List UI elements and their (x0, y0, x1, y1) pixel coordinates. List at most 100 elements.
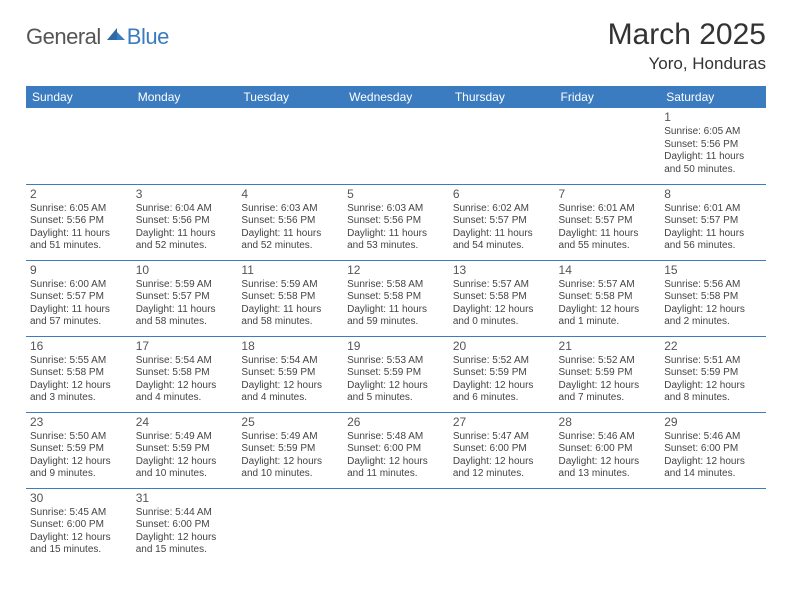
sunset-text: Sunset: 6:00 PM (30, 519, 128, 532)
day-number: 5 (347, 187, 445, 202)
day-number: 26 (347, 415, 445, 430)
calendar-cell: 17Sunrise: 5:54 AMSunset: 5:58 PMDayligh… (132, 336, 238, 412)
day-number: 16 (30, 339, 128, 354)
sunrise-text: Sunrise: 6:03 AM (347, 203, 445, 216)
calendar-cell (343, 488, 449, 564)
sunrise-text: Sunrise: 6:00 AM (30, 279, 128, 292)
calendar-cell (449, 488, 555, 564)
sunset-text: Sunset: 6:00 PM (664, 443, 762, 456)
daylight-text: Daylight: 12 hours and 4 minutes. (136, 380, 234, 405)
sunset-text: Sunset: 5:58 PM (241, 291, 339, 304)
daylight-text: Daylight: 12 hours and 6 minutes. (453, 380, 551, 405)
calendar-cell: 11Sunrise: 5:59 AMSunset: 5:58 PMDayligh… (237, 260, 343, 336)
calendar-cell (449, 108, 555, 184)
calendar-cell (26, 108, 132, 184)
sunset-text: Sunset: 5:59 PM (559, 367, 657, 380)
daylight-text: Daylight: 12 hours and 14 minutes. (664, 456, 762, 481)
calendar-cell: 9Sunrise: 6:00 AMSunset: 5:57 PMDaylight… (26, 260, 132, 336)
calendar-body: 1Sunrise: 6:05 AMSunset: 5:56 PMDaylight… (26, 108, 766, 564)
day-number: 13 (453, 263, 551, 278)
calendar-cell: 21Sunrise: 5:52 AMSunset: 5:59 PMDayligh… (555, 336, 661, 412)
calendar-cell: 23Sunrise: 5:50 AMSunset: 5:59 PMDayligh… (26, 412, 132, 488)
daylight-text: Daylight: 12 hours and 2 minutes. (664, 304, 762, 329)
sunset-text: Sunset: 5:56 PM (241, 215, 339, 228)
day-number: 12 (347, 263, 445, 278)
day-number: 29 (664, 415, 762, 430)
calendar-cell (555, 488, 661, 564)
sunset-text: Sunset: 6:00 PM (347, 443, 445, 456)
sunset-text: Sunset: 5:59 PM (453, 367, 551, 380)
calendar-week-row: 23Sunrise: 5:50 AMSunset: 5:59 PMDayligh… (26, 412, 766, 488)
sunset-text: Sunset: 5:58 PM (559, 291, 657, 304)
daylight-text: Daylight: 12 hours and 15 minutes. (136, 532, 234, 557)
sunset-text: Sunset: 6:00 PM (136, 519, 234, 532)
logo: General Blue (26, 24, 169, 50)
calendar-cell: 27Sunrise: 5:47 AMSunset: 6:00 PMDayligh… (449, 412, 555, 488)
sunset-text: Sunset: 5:59 PM (30, 443, 128, 456)
day-header: Sunday (26, 86, 132, 108)
day-number: 10 (136, 263, 234, 278)
sunrise-text: Sunrise: 5:53 AM (347, 355, 445, 368)
day-number: 11 (241, 263, 339, 278)
calendar-cell: 2Sunrise: 6:05 AMSunset: 5:56 PMDaylight… (26, 184, 132, 260)
day-number: 22 (664, 339, 762, 354)
day-number: 1 (664, 110, 762, 125)
daylight-text: Daylight: 12 hours and 5 minutes. (347, 380, 445, 405)
calendar-cell: 8Sunrise: 6:01 AMSunset: 5:57 PMDaylight… (660, 184, 766, 260)
calendar-week-row: 1Sunrise: 6:05 AMSunset: 5:56 PMDaylight… (26, 108, 766, 184)
day-number: 2 (30, 187, 128, 202)
day-number: 9 (30, 263, 128, 278)
sunset-text: Sunset: 5:56 PM (347, 215, 445, 228)
calendar-cell (660, 488, 766, 564)
day-number: 24 (136, 415, 234, 430)
daylight-text: Daylight: 12 hours and 8 minutes. (664, 380, 762, 405)
sunrise-text: Sunrise: 5:54 AM (241, 355, 339, 368)
daylight-text: Daylight: 11 hours and 52 minutes. (136, 228, 234, 253)
sunrise-text: Sunrise: 5:47 AM (453, 431, 551, 444)
daylight-text: Daylight: 12 hours and 12 minutes. (453, 456, 551, 481)
sunrise-text: Sunrise: 5:54 AM (136, 355, 234, 368)
sunrise-text: Sunrise: 5:57 AM (453, 279, 551, 292)
sunset-text: Sunset: 5:58 PM (664, 291, 762, 304)
day-header: Wednesday (343, 86, 449, 108)
sunset-text: Sunset: 5:57 PM (664, 215, 762, 228)
calendar-cell: 19Sunrise: 5:53 AMSunset: 5:59 PMDayligh… (343, 336, 449, 412)
location-label: Yoro, Honduras (608, 54, 766, 74)
daylight-text: Daylight: 12 hours and 0 minutes. (453, 304, 551, 329)
sunset-text: Sunset: 5:57 PM (453, 215, 551, 228)
calendar-table: Sunday Monday Tuesday Wednesday Thursday… (26, 86, 766, 564)
calendar-cell: 16Sunrise: 5:55 AMSunset: 5:58 PMDayligh… (26, 336, 132, 412)
sunset-text: Sunset: 5:56 PM (664, 139, 762, 152)
daylight-text: Daylight: 11 hours and 54 minutes. (453, 228, 551, 253)
day-number: 14 (559, 263, 657, 278)
sunset-text: Sunset: 5:58 PM (136, 367, 234, 380)
daylight-text: Daylight: 12 hours and 11 minutes. (347, 456, 445, 481)
calendar-cell: 3Sunrise: 6:04 AMSunset: 5:56 PMDaylight… (132, 184, 238, 260)
sunrise-text: Sunrise: 6:01 AM (664, 203, 762, 216)
sunrise-text: Sunrise: 5:55 AM (30, 355, 128, 368)
sunrise-text: Sunrise: 6:04 AM (136, 203, 234, 216)
day-header: Tuesday (237, 86, 343, 108)
sunset-text: Sunset: 6:00 PM (453, 443, 551, 456)
daylight-text: Daylight: 11 hours and 55 minutes. (559, 228, 657, 253)
sunrise-text: Sunrise: 5:51 AM (664, 355, 762, 368)
sunrise-text: Sunrise: 6:03 AM (241, 203, 339, 216)
sunset-text: Sunset: 5:57 PM (559, 215, 657, 228)
calendar-cell: 12Sunrise: 5:58 AMSunset: 5:58 PMDayligh… (343, 260, 449, 336)
day-number: 6 (453, 187, 551, 202)
sunrise-text: Sunrise: 5:49 AM (136, 431, 234, 444)
calendar-cell: 30Sunrise: 5:45 AMSunset: 6:00 PMDayligh… (26, 488, 132, 564)
daylight-text: Daylight: 11 hours and 52 minutes. (241, 228, 339, 253)
sunrise-text: Sunrise: 5:46 AM (664, 431, 762, 444)
daylight-text: Daylight: 11 hours and 53 minutes. (347, 228, 445, 253)
logo-text-blue: Blue (127, 24, 169, 50)
day-number: 23 (30, 415, 128, 430)
daylight-text: Daylight: 12 hours and 3 minutes. (30, 380, 128, 405)
day-header: Thursday (449, 86, 555, 108)
sunrise-text: Sunrise: 5:45 AM (30, 507, 128, 520)
day-number: 25 (241, 415, 339, 430)
day-number: 4 (241, 187, 339, 202)
calendar-week-row: 16Sunrise: 5:55 AMSunset: 5:58 PMDayligh… (26, 336, 766, 412)
sunset-text: Sunset: 5:56 PM (30, 215, 128, 228)
day-number: 31 (136, 491, 234, 506)
